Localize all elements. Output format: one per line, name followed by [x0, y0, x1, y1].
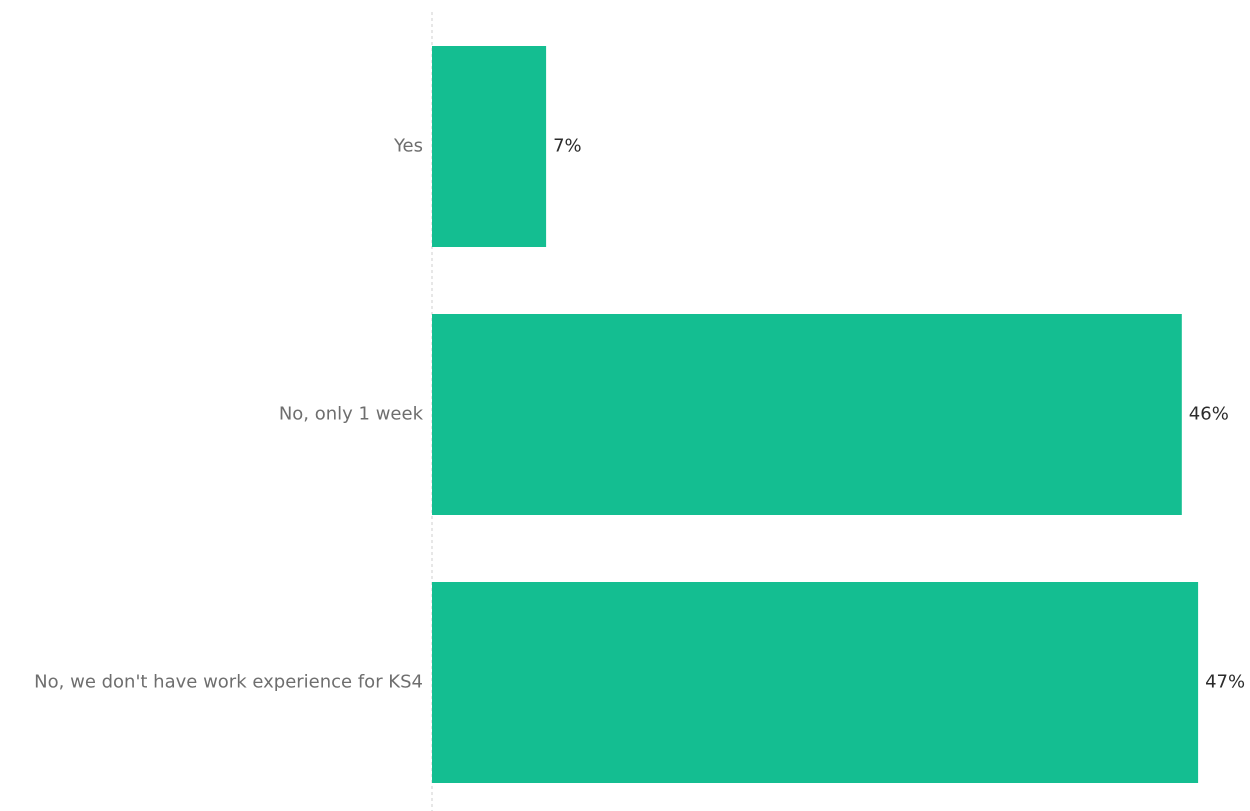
value-labels-group: 7% 46% 47% [553, 136, 1245, 693]
value-label-no-we-don-t-have-work-experience-for-ks4: 47% [1205, 672, 1245, 693]
bar-no-we-don-t-have-work-experience-for-ks4 [432, 582, 1199, 783]
category-label-yes: Yes [393, 136, 423, 157]
value-label-no-only-1-week: 46% [1189, 404, 1229, 425]
category-labels-group: Yes No, only 1 week No, we don't have work… [34, 136, 423, 693]
bar-yes [432, 46, 547, 247]
category-label-no-we-don-t-have-work-experience-for-ks4: No, we don't have work experience for KS… [34, 672, 423, 693]
bar-no-only-1-week [432, 314, 1182, 515]
bars-group [432, 46, 1199, 783]
value-label-yes: 7% [553, 136, 582, 157]
category-label-no-only-1-week: No, only 1 week [279, 404, 424, 425]
